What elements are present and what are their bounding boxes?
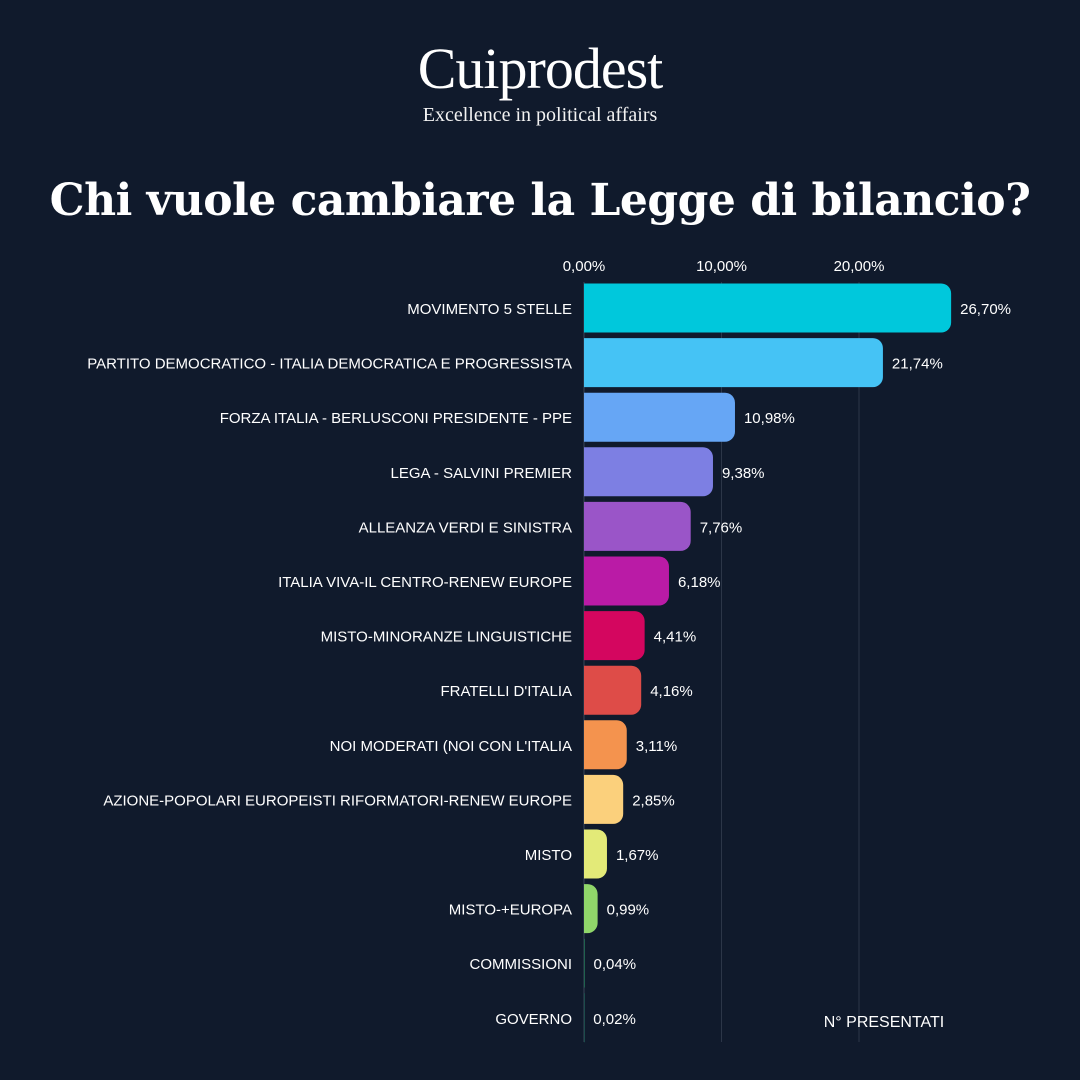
category-label: MISTO-+EUROPA bbox=[449, 902, 572, 919]
brand-logo: Cuiprodest bbox=[417, 36, 664, 101]
bar bbox=[584, 501, 691, 551]
bar bbox=[584, 665, 642, 715]
data-label: 3,11% bbox=[636, 738, 677, 755]
category-label: ALLEANZA VERDI E SINISTRA bbox=[359, 519, 572, 536]
data-label: 0,04% bbox=[594, 956, 637, 973]
category-label: PARTITO DEMOCRATICO - ITALIA DEMOCRATICA… bbox=[87, 356, 572, 373]
data-label: 2,85% bbox=[632, 792, 675, 809]
data-label: 0,02% bbox=[593, 1011, 636, 1028]
data-label: 4,16% bbox=[650, 683, 693, 700]
bar bbox=[584, 447, 713, 497]
bar bbox=[584, 338, 883, 388]
x-axis-label: N° PRESENTATI bbox=[823, 1014, 945, 1031]
bar bbox=[584, 283, 952, 333]
category-label: FRATELLI D'ITALIA bbox=[440, 683, 572, 700]
data-label: 10,98% bbox=[744, 410, 795, 427]
category-label: NOI MODERATI (NOI CON L'ITALIA bbox=[330, 738, 572, 755]
bar bbox=[584, 556, 669, 606]
bar bbox=[584, 938, 585, 988]
bar bbox=[584, 392, 735, 442]
data-label: 4,41% bbox=[654, 629, 697, 646]
x-tick-label: 0,00% bbox=[563, 258, 606, 275]
category-label: MISTO bbox=[525, 847, 572, 864]
data-label: 0,99% bbox=[607, 902, 650, 919]
x-tick-label: 10,00% bbox=[696, 258, 747, 275]
bar bbox=[584, 720, 627, 770]
category-label: ITALIA VIVA-IL CENTRO-RENEW EUROPE bbox=[278, 574, 572, 591]
category-label: LEGA - SALVINI PREMIER bbox=[391, 465, 573, 482]
brand-header: Cuiprodest Excellence in political affai… bbox=[0, 36, 1080, 128]
bar bbox=[584, 993, 585, 1043]
bar bbox=[584, 829, 607, 879]
data-label: 21,74% bbox=[892, 356, 943, 373]
x-tick-label: 20,00% bbox=[834, 258, 885, 275]
data-label: 9,38% bbox=[722, 465, 765, 482]
category-label: AZIONE-POPOLARI EUROPEISTI RIFORMATORI-R… bbox=[103, 792, 572, 809]
chart-title: Chi vuole cambiare la Legge di bilancio? bbox=[49, 175, 1031, 226]
category-label: GOVERNO bbox=[495, 1011, 572, 1028]
data-label: 26,70% bbox=[960, 301, 1011, 318]
data-label: 1,67% bbox=[616, 847, 659, 864]
data-label: 6,18% bbox=[678, 574, 721, 591]
bar bbox=[584, 884, 598, 934]
category-label: MISTO-MINORANZE LINGUISTICHE bbox=[321, 629, 572, 646]
bar bbox=[584, 774, 624, 824]
category-label: MOVIMENTO 5 STELLE bbox=[407, 301, 572, 318]
brand-tagline: Excellence in political affairs bbox=[422, 104, 658, 126]
bar bbox=[584, 611, 645, 661]
category-label: COMMISSIONI bbox=[469, 956, 572, 973]
category-label: FORZA ITALIA - BERLUSCONI PRESIDENTE - P… bbox=[220, 410, 572, 427]
data-label: 7,76% bbox=[700, 519, 743, 536]
